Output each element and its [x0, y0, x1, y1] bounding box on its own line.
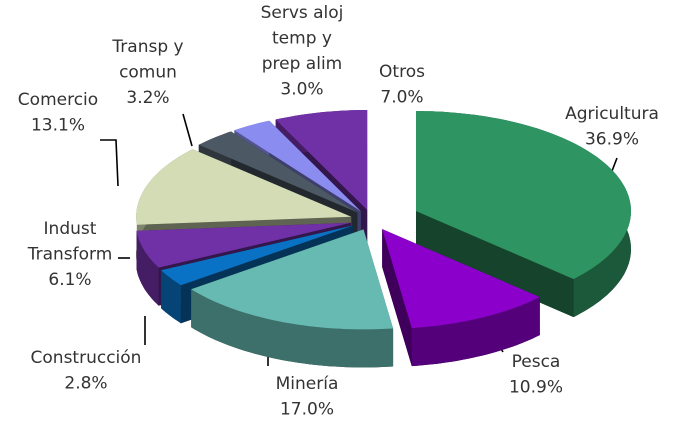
leader-line	[182, 113, 193, 147]
leader-line	[100, 139, 119, 187]
slice-top	[136, 149, 352, 225]
slice-top	[416, 111, 631, 280]
label-line: Pesca	[512, 352, 561, 372]
value-label: 13.1%	[31, 116, 85, 136]
slice-top	[275, 110, 368, 210]
label-line: Transp y	[111, 37, 183, 57]
label-line: Otros	[379, 62, 425, 82]
value-label: 36.9%	[585, 130, 639, 150]
value-label: 10.9%	[509, 378, 563, 398]
label-line: Servs aloj	[261, 3, 344, 23]
category-label: Agricultura	[565, 104, 659, 124]
slice-side	[416, 211, 574, 318]
value-label: 17.0%	[280, 400, 334, 420]
slice-top	[198, 131, 358, 213]
label-line: comun	[119, 63, 177, 83]
label-line: Construcción	[31, 348, 142, 368]
slice-wall	[411, 297, 540, 367]
slice-top	[161, 225, 354, 286]
label-line: Transform	[27, 245, 113, 265]
label-line: temp y	[272, 29, 332, 49]
slice-top	[136, 222, 351, 268]
label-line: Minería	[276, 374, 339, 394]
slice-top	[382, 229, 540, 329]
value-label: 7.0%	[380, 88, 423, 108]
category-label: Indust Transform	[27, 219, 113, 265]
category-label: Pesca	[512, 352, 561, 372]
slice	[382, 229, 540, 367]
slice-top	[191, 229, 394, 330]
slice-wall	[191, 289, 394, 368]
slice-top	[234, 120, 361, 212]
slice-side	[382, 229, 412, 367]
category-label: Comercio	[18, 90, 98, 110]
slice	[191, 229, 394, 368]
category-label: Transp y comun	[111, 37, 183, 83]
label-line: Comercio	[18, 90, 98, 110]
slice-wall	[136, 230, 159, 306]
label-line: Agricultura	[565, 104, 659, 124]
value-label: 3.2%	[126, 88, 169, 108]
label-line: prep alim	[262, 54, 342, 74]
value-label: 6.1%	[48, 270, 91, 290]
category-label: Construcción	[31, 348, 142, 368]
category-label: Minería	[276, 374, 339, 394]
category-label: Otros	[379, 62, 425, 82]
slice-wall	[161, 270, 181, 324]
label-line: Indust	[44, 219, 97, 239]
value-label: 2.8%	[64, 374, 107, 394]
value-label: 3.0%	[280, 80, 323, 100]
slice	[416, 111, 631, 318]
category-label: Servs aloj temp y prep alim	[261, 3, 344, 74]
